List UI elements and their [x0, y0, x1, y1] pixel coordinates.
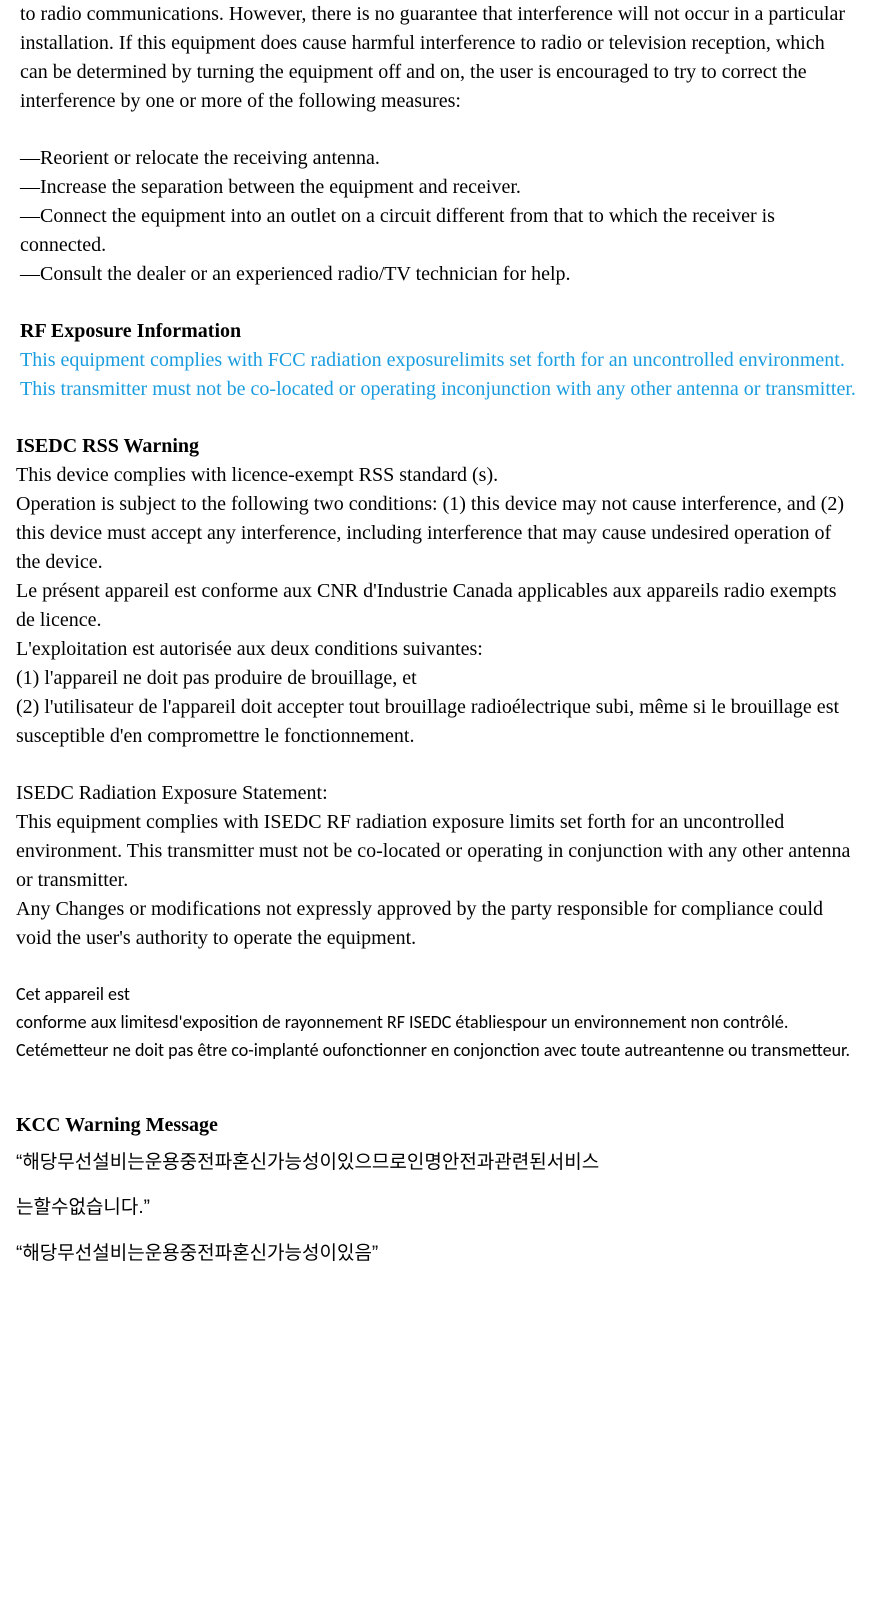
measure-item-2: —Increase the separation between the equ… [20, 173, 857, 202]
isedc-radiation-line-2: Any Changes or modifications not express… [16, 895, 857, 953]
isedc-line-5: (1) l'appareil ne doit pas produire de b… [16, 664, 857, 693]
rf-exposure-line-1: This equipment complies with FCC radiati… [20, 346, 857, 375]
measure-item-4: —Consult the dealer or an experienced ra… [20, 260, 857, 289]
measure-item-3: —Connect the equipment into an outlet on… [20, 202, 857, 260]
kcc-line-3: “해당무선설비는운용중전파혼신가능성이있음” [16, 1231, 857, 1277]
rf-exposure-line-2: This transmitter must not be co-located … [20, 375, 857, 404]
kcc-heading: KCC Warning Message [16, 1111, 857, 1140]
isedc-line-2: Operation is subject to the following tw… [16, 490, 857, 577]
french-line-3: Cetémetteur ne doit pas être co-implanté… [16, 1037, 857, 1065]
french-line-2: conforme aux limitesd'exposition de rayo… [16, 1009, 857, 1037]
rf-exposure-heading: RF Exposure Information [20, 317, 857, 346]
intro-paragraph: to radio communications. However, there … [20, 0, 857, 116]
isedc-line-3: Le présent appareil est conforme aux CNR… [16, 577, 857, 635]
isedc-line-4: L'exploitation est autorisée aux deux co… [16, 635, 857, 664]
kcc-line-2: 는할수없습니다.” [16, 1185, 857, 1231]
measure-item-1: —Reorient or relocate the receiving ante… [20, 144, 857, 173]
kcc-line-1: “해당무선설비는운용중전파혼신가능성이있으므로인명안전과관련된서비스 [16, 1140, 857, 1186]
isedc-heading: ISEDC RSS Warning [16, 432, 857, 461]
isedc-line-6: (2) l'utilisateur de l'appareil doit acc… [16, 693, 857, 751]
isedc-line-1: This device complies with licence-exempt… [16, 461, 857, 490]
isedc-radiation-heading: ISEDC Radiation Exposure Statement: [16, 779, 857, 808]
isedc-radiation-line-1: This equipment complies with ISEDC RF ra… [16, 808, 857, 895]
french-line-1: Cet appareil est [16, 981, 857, 1009]
